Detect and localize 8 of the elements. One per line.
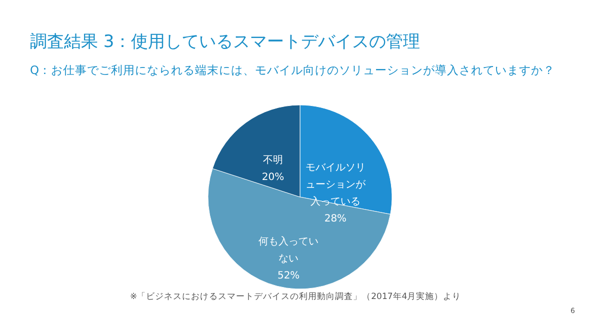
data-label: 20% [262, 172, 284, 183]
slice-label: 何も入っていない [258, 236, 319, 265]
chart-title: 調査結果 3：使用しているスマートデバイスの管理 [30, 32, 420, 52]
chart-subtitle: Q：お仕事でご利用になられる端末には、モバイル向けのソリューションが導入されていますか？ [30, 63, 556, 77]
data-label: 52% [277, 270, 300, 282]
slice-label: 不明 [262, 154, 283, 166]
text: ※「ビジネスにおけるスマートデバイスの利用動向調査」（2017年4月実施）より [130, 291, 462, 302]
data-label: 28% [324, 214, 347, 225]
